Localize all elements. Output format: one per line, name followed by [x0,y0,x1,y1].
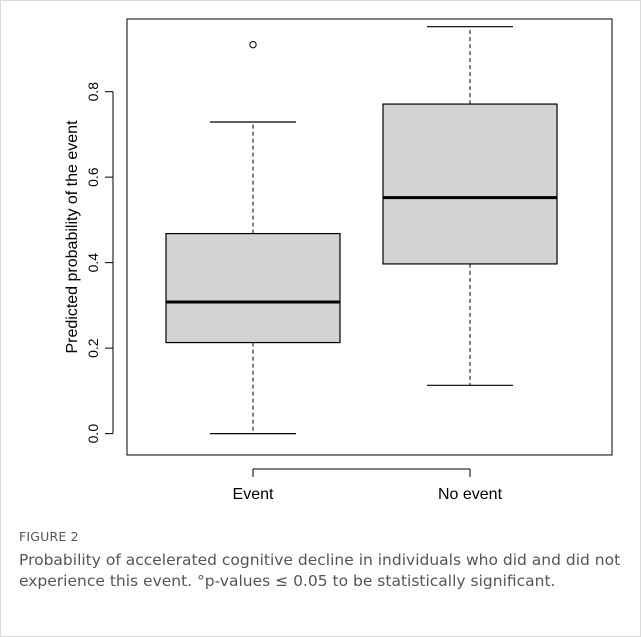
caption-block: FIGURE 2 Probability of accelerated cogn… [19,529,624,592]
outlier-point [249,40,257,49]
boxes [165,26,558,435]
x-axis: Event No event [233,468,503,503]
iqr-box [382,103,558,265]
y-axis-label: Predicted probability of the event [64,120,81,354]
iqr-box [165,232,341,344]
y-tick-label: 0.8 [85,82,101,102]
x-tick-label: No event [438,486,503,503]
y-tick-label: 0.2 [85,338,101,358]
x-tick-label: Event [233,486,274,503]
box-event [165,40,341,435]
figure-label: FIGURE 2 [19,529,79,544]
y-tick-label: 0.6 [85,167,101,187]
y-tick-label: 0.4 [85,253,101,273]
plot-frame [126,18,613,456]
figure-caption: Probability of accelerated cognitive dec… [19,551,621,590]
boxplot-chart: 0.0 0.2 0.4 0.6 0.8 Event No event Predicted … [64,18,613,503]
box-no-event [382,26,558,386]
y-axis: 0.0 0.2 0.4 0.6 0.8 [85,82,114,444]
y-tick-label: 0.0 [85,424,101,444]
